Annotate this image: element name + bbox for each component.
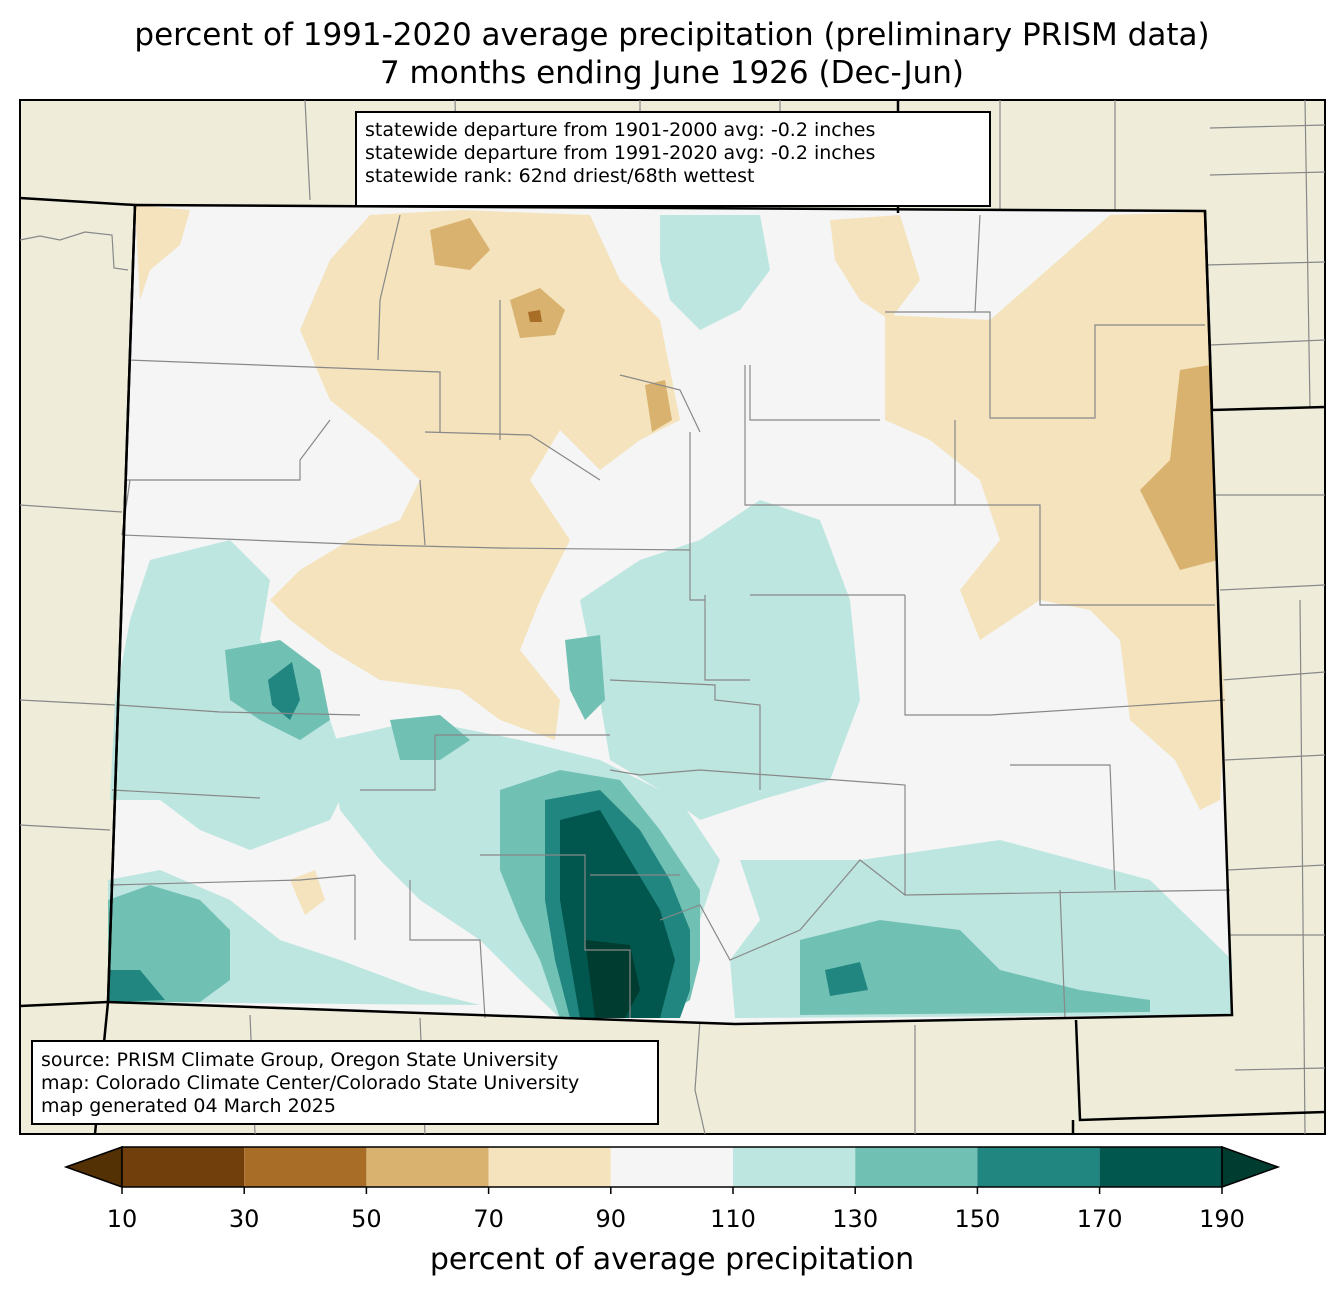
colorbar [63,1145,1281,1194]
region-70-90-northeast [830,215,920,320]
region-130-150-central-west [390,715,470,760]
colorado-county-lines [109,214,1231,1019]
region-50-70-north-c [645,380,672,432]
region-110-130-north [660,215,770,330]
precip-contours [108,205,1232,1018]
colorbar-bin-130-150 [855,1147,978,1187]
source-line-map: map: Colorado Climate Center/Colorado St… [41,1072,580,1094]
statewide-stats-box: statewide departure from 1901-2000 avg: … [355,111,991,207]
source-box: source: PRISM Climate Group, Oregon Stat… [31,1040,659,1125]
colorbar-tick-label: 130 [832,1205,879,1233]
colorbar-over-arrow [1221,1145,1281,1189]
map-title: percent of 1991-2020 average precipitati… [134,17,1210,53]
colorbar-tick-label: 50 [351,1205,382,1233]
colorbar-bin-150-170 [977,1147,1100,1187]
colorbar-bin-50-70 [366,1147,489,1187]
region-110-130-central [580,500,860,820]
stats-line-1991-2020: statewide departure from 1991-2020 avg: … [365,142,876,164]
region-130-150-southeast [800,920,1150,1015]
colorbar-tick-label: 110 [710,1205,756,1233]
colorbar-tick-label: 170 [1076,1205,1123,1233]
region-150-170-southeast [825,962,868,996]
region-50-70-north-a [430,218,490,270]
colorbar-tick-label: 90 [595,1205,627,1233]
map-subtitle: 7 months ending June 1926 (Dec-Jun) [379,55,965,91]
colorbar-tick-marks [121,1187,1223,1194]
colorbar-tick-label: 70 [473,1205,504,1233]
colorbar-bin-90-110 [610,1147,733,1187]
colorbar-bin-30-50 [244,1147,367,1187]
region-over-190 [585,940,640,1018]
colorbar-outline [121,1146,1223,1188]
region-70-90-north-central [270,210,680,740]
colorbar-tick-label: 190 [1199,1205,1245,1233]
colorbar-label: percent of average precipitation [429,1242,915,1277]
source-line-prism: source: PRISM Climate Group, Oregon Stat… [41,1049,559,1071]
colorbar-tick-label: 150 [954,1205,1001,1233]
colorbar-bin-10-30 [122,1147,245,1187]
colorbar-tick-label: 30 [228,1205,260,1233]
colorbar-tick-label: 10 [106,1205,138,1233]
stats-line-rank: statewide rank: 62nd driest/68th wettest [365,165,755,187]
region-70-90-southwest-spot [290,870,325,915]
region-150-170-west [268,662,300,720]
region-70-90-east [885,212,1225,810]
colorbar-bin-110-130 [733,1147,856,1187]
stats-line-1901-2000: statewide departure from 1901-2000 avg: … [365,119,876,141]
region-70-90-northwest [135,205,190,300]
region-30-50-spot [528,310,542,322]
region-50-70-east [1140,365,1218,570]
region-130-150-central-north [565,635,605,720]
region-150-170-southwest [108,970,165,1002]
colorbar-bin-70-90 [488,1147,611,1187]
source-line-generated: map generated 04 March 2025 [41,1095,336,1117]
colorbar-bin-170-190 [1099,1147,1222,1187]
colorbar-under-arrow [63,1145,123,1189]
